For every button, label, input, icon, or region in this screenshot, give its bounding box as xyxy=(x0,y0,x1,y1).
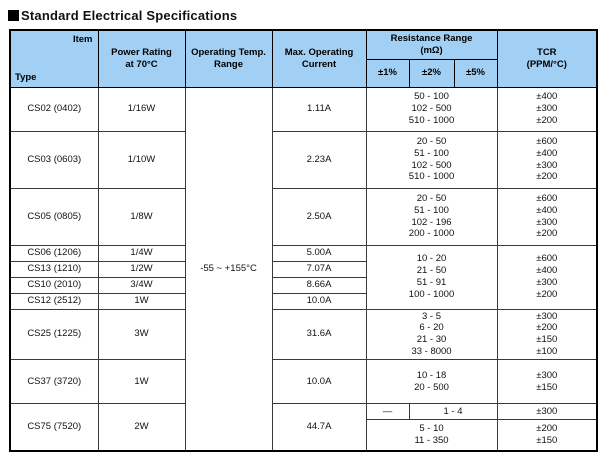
header-operating-temp: Operating Temp. Range xyxy=(184,29,273,88)
header-type-label: Type xyxy=(15,71,37,83)
cell-power-cs13: 1/2W xyxy=(97,260,186,278)
cell-type-cs05: CS05 (0805) xyxy=(9,187,99,246)
cell-type-cs37: CS37 (3720) xyxy=(9,359,99,404)
cell-tcr-cs75-row1: ±300 xyxy=(496,403,598,420)
cell-power-cs12: 1W xyxy=(97,292,186,310)
cell-tcr-cs05: ±600 ±400 ±300 ±200 xyxy=(496,187,598,246)
table-row: CS03 (0603) 1/10W 2.23A 20 - 50 51 - 100… xyxy=(9,130,598,189)
cell-type-cs75: CS75 (7520) xyxy=(9,403,99,451)
cell-operating-temp-range: -55 ~ +155°C xyxy=(184,86,273,451)
cell-tcr-shared: ±600 ±400 ±300 ±200 xyxy=(496,244,598,310)
cell-current-cs10: 8.66A xyxy=(271,276,367,294)
cell-resistance-cs75-row2: 5 - 10 11 - 350 xyxy=(365,419,498,451)
cell-resistance-cs02: 50 - 100 102 - 500 510 - 1000 xyxy=(365,86,498,132)
cell-power-cs05: 1/8W xyxy=(97,187,186,246)
cell-current-cs12: 10.0A xyxy=(271,292,367,310)
cell-current-cs75: 44.7A xyxy=(271,403,367,451)
spec-table: Item Type Power Rating at 70°C Operating… xyxy=(9,29,599,452)
table-header-subrow: ±1% ±2% ±5% xyxy=(10,58,597,88)
page-title: Standard Electrical Specifications xyxy=(21,7,238,23)
cell-type-cs06: CS06 (1206) xyxy=(9,244,99,262)
header-tol-5pct: ±5% xyxy=(453,58,498,88)
section-title: Standard Electrical Specifications xyxy=(8,7,603,23)
table-row: CS75 (7520) 2W 44.7A — 1 - 4 ±300 xyxy=(9,403,598,451)
table-row: CS13 (1210) 1/2W 7.07A xyxy=(9,260,597,278)
header-max-current: Max. Operating Current xyxy=(271,29,367,88)
title-bullet-icon xyxy=(8,9,19,21)
table-row: CS12 (2512) 1W 10.0A xyxy=(9,292,597,310)
cell-resistance-cs37: 10 - 18 20 - 500 xyxy=(365,359,498,404)
cell-power-cs03: 1/10W xyxy=(97,130,186,189)
header-resistance-range: Resistance Range (mΩ) xyxy=(365,29,498,60)
cell-power-cs37: 1W xyxy=(97,359,186,404)
table-row: CS37 (3720) 1W 10.0A 10 - 18 20 - 500 ±3… xyxy=(9,359,598,404)
table-header-row: Item Type Power Rating at 70°C Operating… xyxy=(9,29,598,88)
cell-current-cs02: 1.11A xyxy=(271,86,367,132)
header-tol-1pct: ±1% xyxy=(365,58,410,88)
cell-current-cs25: 31.6A xyxy=(271,308,367,360)
cell-current-cs06: 5.00A xyxy=(271,244,367,262)
cell-resistance-cs25: 3 - 5 6 - 20 21 - 30 33 - 8000 xyxy=(365,308,498,360)
cell-type-cs10: CS10 (2010) xyxy=(9,276,99,294)
table-row: CS06 (1206) 1/4W 5.00A 10 - 20 21 - 50 5… xyxy=(9,244,598,310)
header-tcr: TCR (PPM/°C) xyxy=(496,29,598,88)
cell-current-cs03: 2.23A xyxy=(271,130,367,189)
cell-current-cs05: 2.50A xyxy=(271,187,367,246)
cell-type-cs03: CS03 (0603) xyxy=(9,130,99,189)
cell-resistance-cs75-tol1-dash: — xyxy=(365,403,410,420)
cell-tcr-cs25: ±300 ±200 ±150 ±100 xyxy=(496,308,598,360)
cell-power-cs02: 1/16W xyxy=(97,86,186,132)
cell-resistance-cs05: 20 - 50 51 - 100 102 - 196 200 - 1000 xyxy=(365,187,498,246)
table-row: CS02 (0402) 1/16W -55 ~ +155°C 1.11A 50 … xyxy=(9,86,598,451)
cell-resistance-cs03: 20 - 50 51 - 100 102 - 500 510 - 1000 xyxy=(365,130,498,189)
cell-power-cs06: 1/4W xyxy=(97,244,186,262)
cell-type-cs02: CS02 (0402) xyxy=(9,86,99,132)
header-tol-2pct: ±2% xyxy=(408,58,455,88)
cell-tcr-cs03: ±600 ±400 ±300 ±200 xyxy=(496,130,598,189)
cell-tcr-cs75-row2: ±200 ±150 xyxy=(496,419,598,451)
cell-power-cs10: 3/4W xyxy=(97,276,186,294)
cell-resistance-shared: 10 - 20 21 - 50 51 - 91 100 - 1000 xyxy=(365,244,498,310)
header-item-label: Item xyxy=(72,34,93,45)
table-row: CS05 (0805) 1/8W 2.50A 20 - 50 51 - 100 … xyxy=(9,187,598,246)
cell-tcr-cs37: ±300 ±150 xyxy=(496,359,598,404)
cell-type-cs25: CS25 (1225) xyxy=(9,308,99,360)
cell-power-cs25: 3W xyxy=(97,308,186,360)
header-power-rating: Power Rating at 70°C xyxy=(97,29,186,88)
cell-current-cs13: 7.07A xyxy=(271,260,367,278)
cell-power-cs75: 2W xyxy=(97,403,186,451)
cell-tcr-cs02: ±400 ±300 ±200 xyxy=(496,86,598,132)
cell-type-cs13: CS13 (1210) xyxy=(9,260,99,278)
cell-current-cs37: 10.0A xyxy=(271,359,367,404)
cell-resistance-cs75-range1: 1 - 4 xyxy=(408,403,498,420)
cell-type-cs12: CS12 (2512) xyxy=(9,292,99,310)
header-item-type: Item Type xyxy=(9,29,99,88)
table-row: CS25 (1225) 3W 31.6A 3 - 5 6 - 20 21 - 3… xyxy=(9,308,598,360)
table-row: 5 - 10 11 - 350 ±200 ±150 xyxy=(10,419,598,451)
